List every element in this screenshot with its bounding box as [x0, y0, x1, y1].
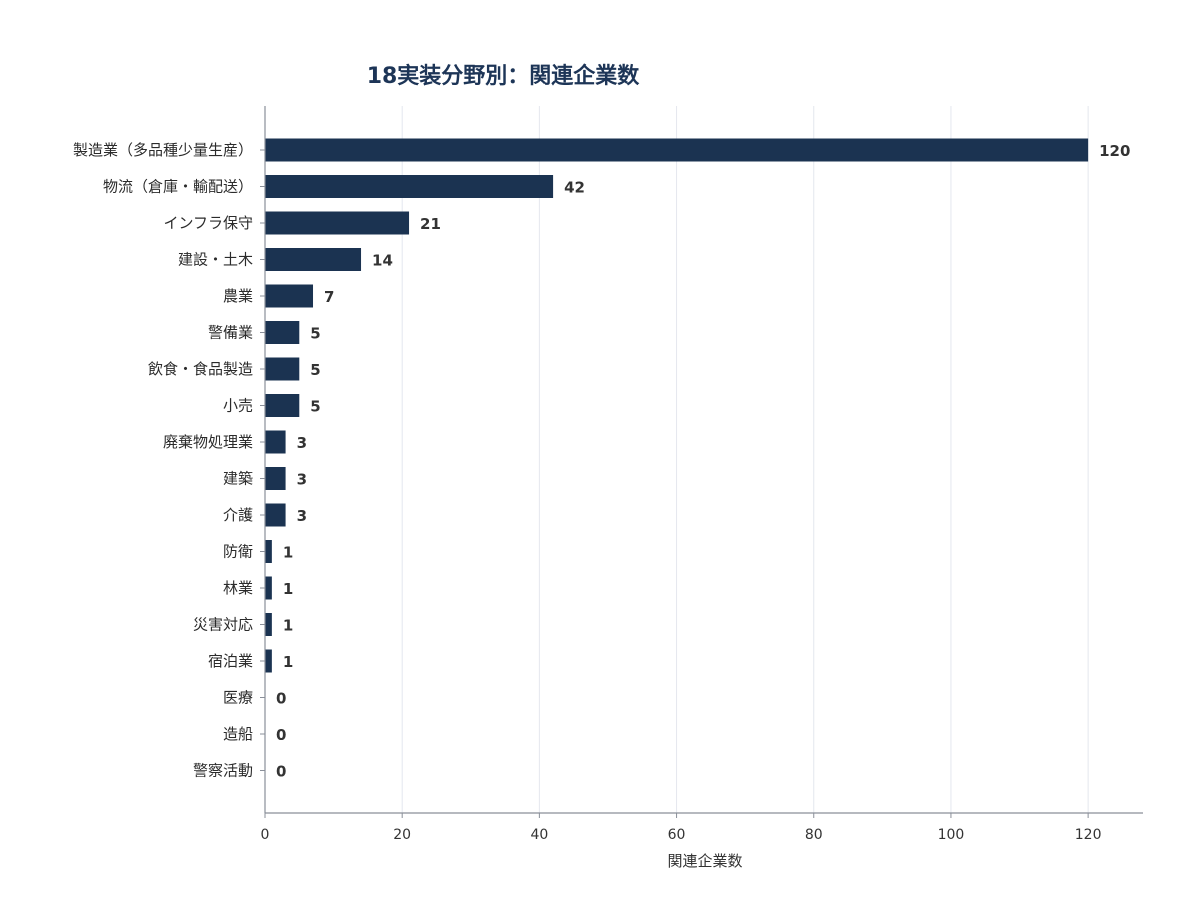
category-label: 造船: [223, 725, 253, 743]
bar: [265, 576, 272, 600]
x-tick-label: 0: [261, 827, 270, 843]
category-label: 廃棄物処理業: [163, 433, 253, 451]
value-label: 1: [283, 544, 293, 562]
value-label: 120: [1099, 142, 1130, 160]
bar: [265, 394, 300, 417]
x-tick-label: 100: [938, 827, 965, 843]
bar: [265, 284, 314, 308]
bar: [265, 467, 286, 490]
x-axis-title: 関連企業数: [667, 852, 742, 870]
value-label: 1: [283, 617, 293, 635]
x-tick-label: 40: [530, 827, 548, 843]
category-label: 製造業（多品種少量生産）: [73, 141, 253, 159]
bar: [265, 248, 362, 271]
bar: [265, 649, 272, 673]
axes: [260, 106, 1143, 818]
category-label: 宿泊業: [208, 652, 253, 670]
category-label: 農業: [223, 287, 253, 305]
category-label: 飲食・食品製造: [148, 360, 253, 378]
bar: [265, 503, 286, 527]
value-label: 5: [310, 325, 320, 343]
value-label: 0: [276, 763, 286, 781]
value-label: 3: [297, 471, 307, 489]
x-tick-label: 120: [1075, 827, 1102, 843]
value-label: 0: [276, 690, 286, 708]
category-label: 建築: [223, 470, 253, 488]
value-label: 1: [283, 580, 293, 598]
value-label: 3: [297, 434, 307, 452]
bar: [265, 211, 410, 235]
bar: [265, 175, 554, 198]
category-label: 小売: [223, 397, 253, 415]
category-label: インフラ保守: [163, 214, 253, 232]
grid-lines: [401, 106, 1089, 813]
category-label: 林業: [223, 579, 253, 597]
value-label: 7: [324, 288, 334, 306]
category-label: 建設・土木: [178, 251, 253, 269]
bar: [265, 357, 300, 381]
bar: [265, 430, 286, 454]
category-label: 医療: [223, 689, 253, 707]
value-label: 14: [372, 252, 393, 270]
bar: [265, 540, 272, 563]
chart-title: 18実装分野別：関連企業数: [367, 63, 641, 89]
bar: [265, 138, 1089, 162]
category-label: 警備業: [208, 324, 253, 342]
category-label: 物流（倉庫・輸配送）: [103, 178, 253, 196]
value-label: 5: [310, 398, 320, 416]
value-label: 42: [564, 179, 585, 197]
category-label: 防衛: [223, 543, 253, 561]
value-label: 21: [420, 215, 441, 233]
value-label: 1: [283, 653, 293, 671]
bar: [265, 321, 300, 344]
category-label: 警察活動: [193, 762, 253, 780]
bars: [265, 138, 1089, 673]
x-tick-label: 80: [805, 827, 823, 843]
value-label: 3: [297, 507, 307, 525]
category-label: 災害対応: [193, 616, 253, 634]
bar: [265, 613, 272, 636]
value-label: 0: [276, 726, 286, 744]
value-label: 5: [310, 361, 320, 379]
category-label: 介護: [223, 506, 253, 524]
x-tick-label: 20: [393, 827, 411, 843]
x-tick-label: 60: [668, 827, 686, 843]
